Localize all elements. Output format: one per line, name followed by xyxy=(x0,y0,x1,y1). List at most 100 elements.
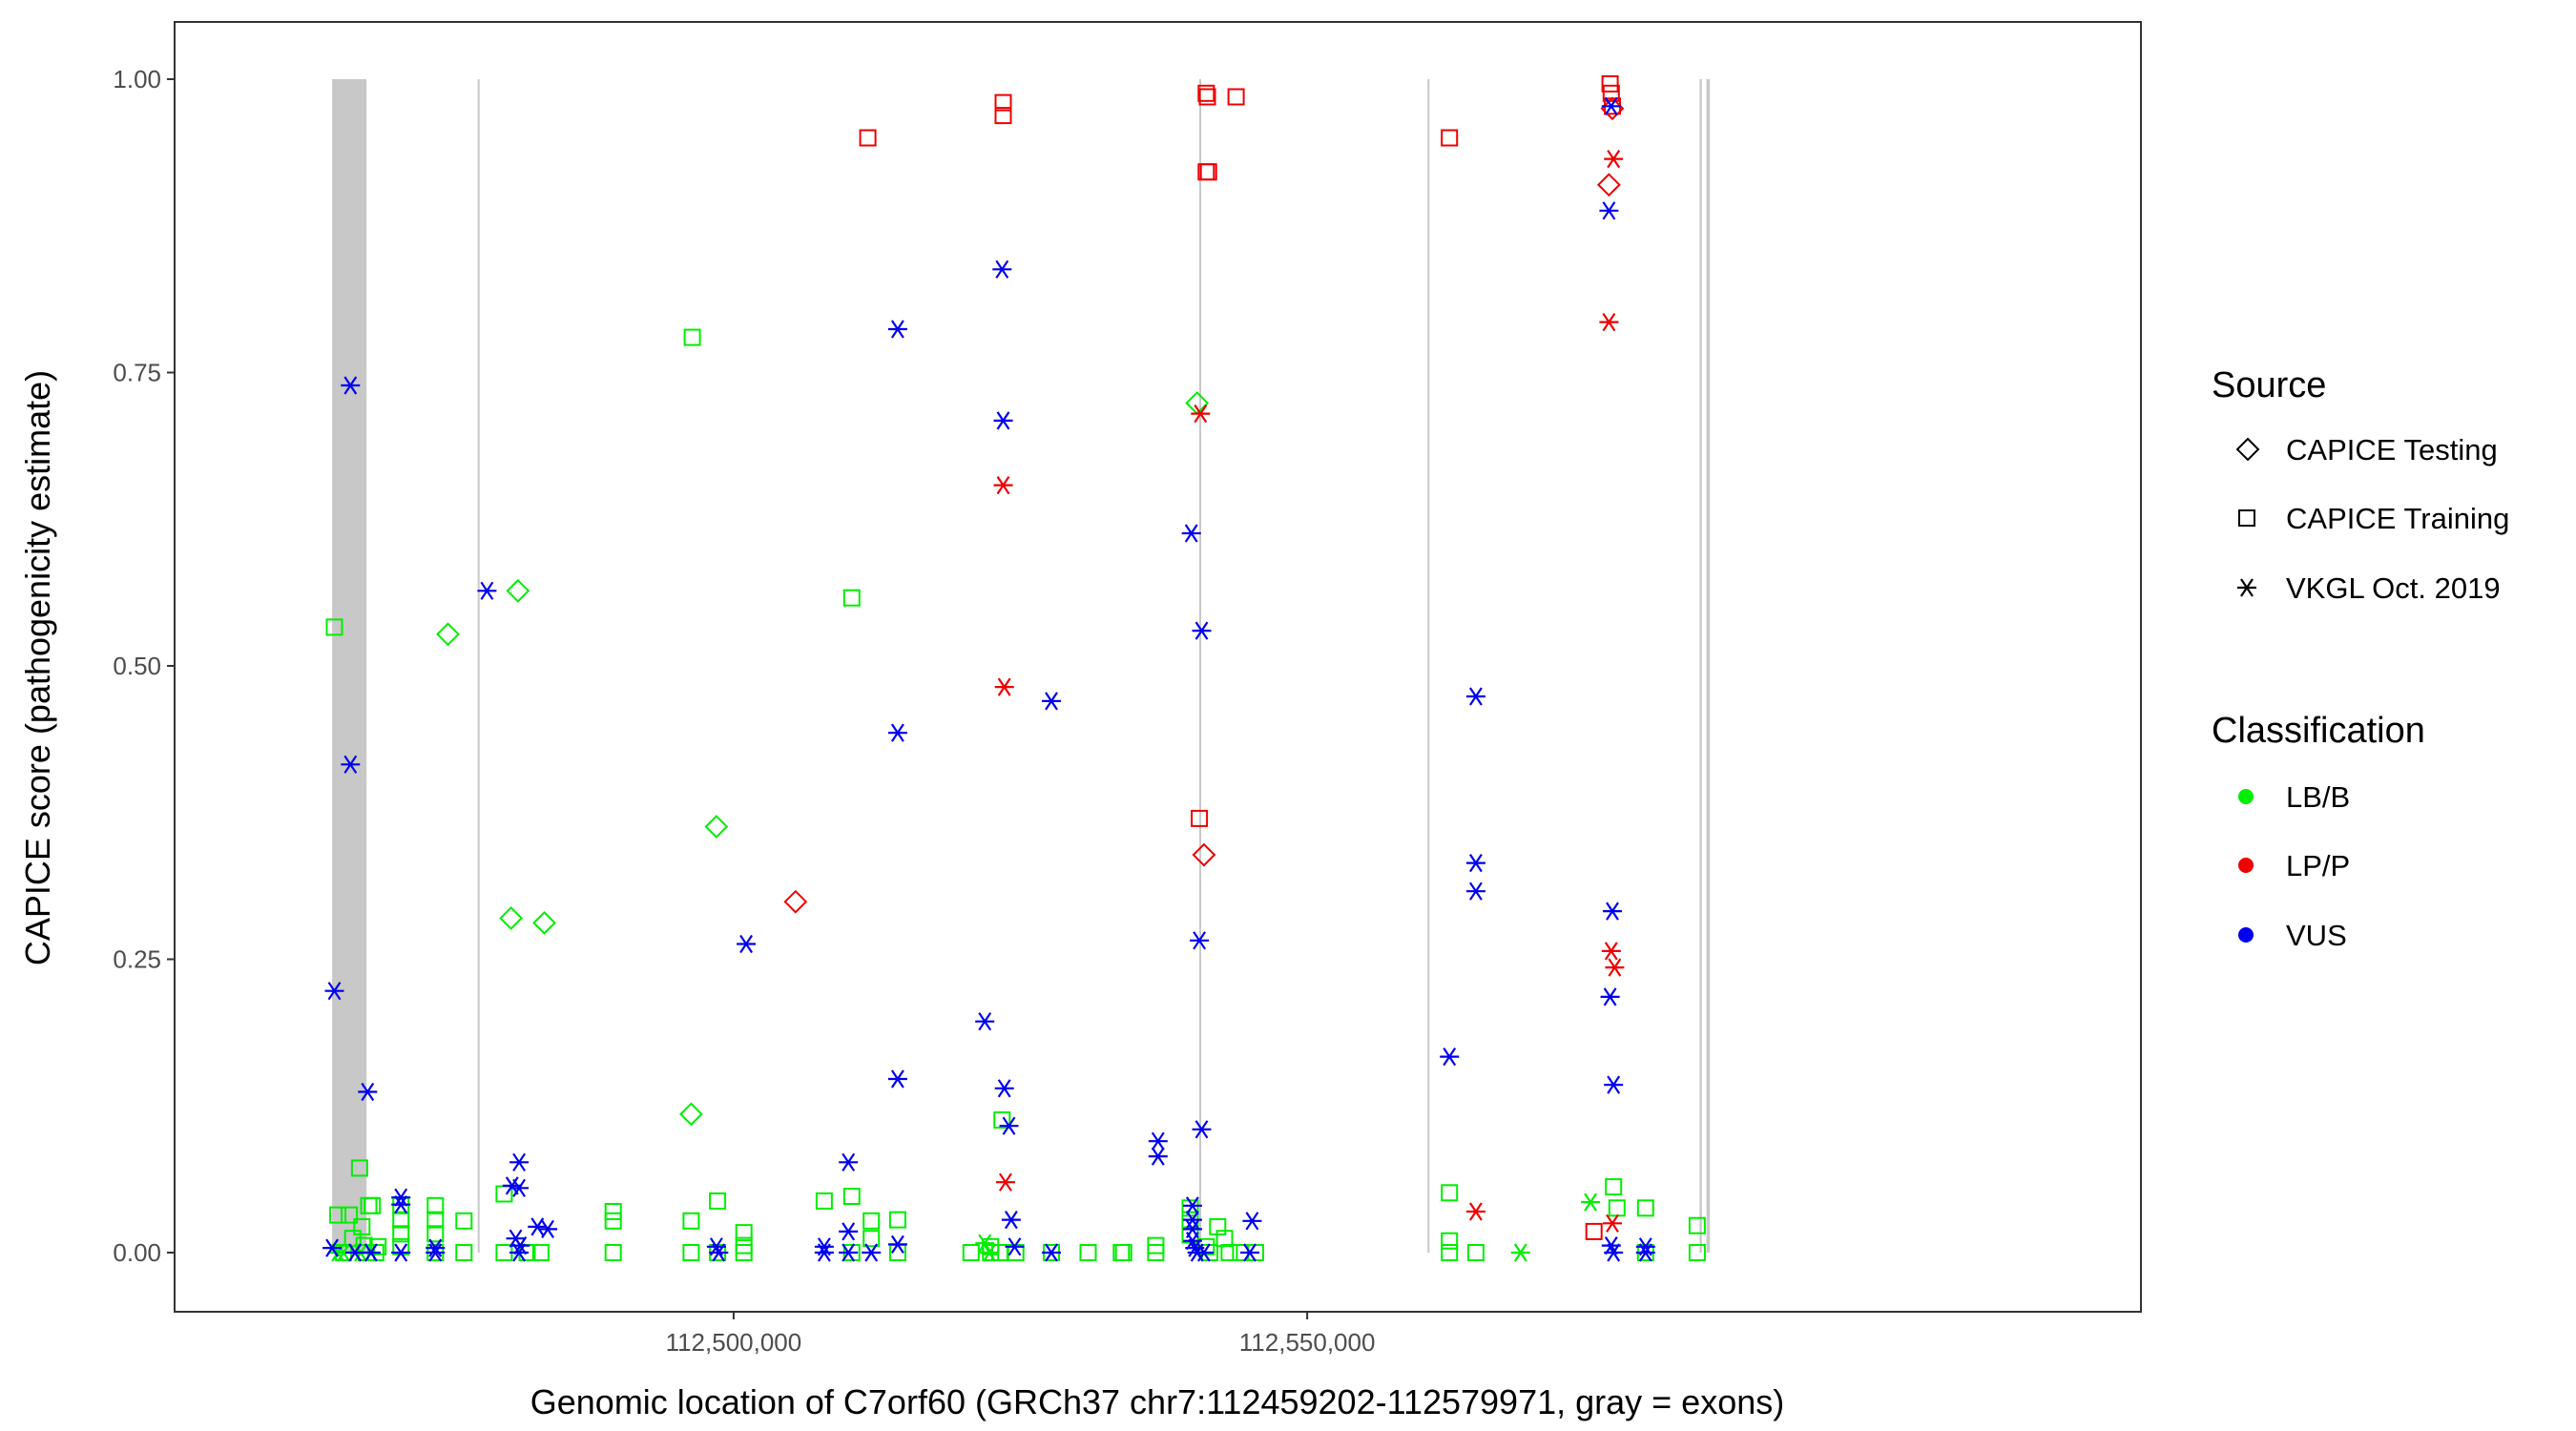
data-point-asterisk xyxy=(814,1243,834,1262)
legend-asterisk-icon xyxy=(2237,578,2256,597)
data-point-square xyxy=(329,1206,347,1224)
legend-source-title: Source xyxy=(2212,365,2326,405)
data-point-asterisk xyxy=(993,475,1013,495)
data-point-square xyxy=(815,1192,833,1210)
data-point-asterisk xyxy=(391,1194,411,1214)
data-point-square xyxy=(531,1244,550,1261)
data-point-square xyxy=(1147,1236,1165,1255)
legend-square-icon xyxy=(2238,509,2255,527)
data-point-asterisk xyxy=(1148,1147,1168,1166)
data-point-asterisk xyxy=(1465,881,1485,901)
exon-band xyxy=(477,79,480,1253)
data-point-square xyxy=(1079,1244,1097,1261)
data-point-asterisk xyxy=(1182,1210,1202,1230)
data-point-asterisk xyxy=(538,1219,558,1239)
data-point-asterisk xyxy=(994,677,1014,696)
data-point-asterisk xyxy=(999,1116,1019,1135)
data-point-asterisk xyxy=(862,1243,882,1262)
legend-source-label-testing: CAPICE Testing xyxy=(2286,433,2498,467)
data-point-asterisk xyxy=(980,1243,1000,1262)
data-point-square xyxy=(369,1237,387,1255)
data-point-square xyxy=(962,1244,980,1261)
data-point-asterisk xyxy=(1600,987,1620,1006)
data-point-square xyxy=(682,1212,700,1230)
data-point-square xyxy=(426,1196,445,1214)
data-point-asterisk xyxy=(1182,1196,1202,1215)
exon-band xyxy=(1199,79,1201,1253)
data-point-square xyxy=(392,1211,410,1229)
data-point-diamond xyxy=(499,906,524,930)
data-point-square xyxy=(1114,1244,1132,1261)
data-point-asterisk xyxy=(1465,687,1485,706)
data-point-asterisk xyxy=(1510,1243,1530,1262)
data-point-asterisk xyxy=(528,1217,548,1236)
data-point-asterisk xyxy=(887,1234,907,1255)
data-point-square xyxy=(683,328,701,346)
data-point-asterisk xyxy=(1599,312,1619,332)
data-point-asterisk xyxy=(1604,149,1624,169)
y-axis-title: CAPICE score (pathogenicity estimate) xyxy=(18,370,57,965)
y-axis: 0.00 0.25 0.50 0.75 1.00 xyxy=(113,65,175,1267)
data-point-asterisk xyxy=(995,1172,1015,1192)
exon-band xyxy=(332,79,367,1253)
data-point-asterisk xyxy=(1440,1047,1460,1067)
data-point-diamond xyxy=(506,578,530,603)
exon-band xyxy=(1706,79,1711,1253)
data-point-square xyxy=(994,93,1012,112)
data-point-square xyxy=(426,1225,445,1243)
data-point-square xyxy=(455,1244,473,1261)
data-point-square xyxy=(1602,84,1620,102)
data-point-asterisk xyxy=(1465,853,1485,873)
data-point-asterisk xyxy=(361,1243,381,1262)
data-point-square xyxy=(842,589,861,607)
legend-source-label-vkgl: VKGL Oct. 2019 xyxy=(2286,571,2501,605)
data-point-square xyxy=(426,1211,445,1229)
x-tick-label: 112,550,000 xyxy=(1239,1328,1376,1357)
data-point-square xyxy=(1585,1222,1603,1240)
data-point-asterisk xyxy=(324,982,344,1001)
data-point-square xyxy=(1441,129,1459,147)
data-point-square xyxy=(994,107,1012,125)
data-point-square xyxy=(1220,1244,1238,1261)
data-point-asterisk xyxy=(1148,1131,1168,1151)
data-point-asterisk xyxy=(509,1178,530,1197)
data-point-square xyxy=(862,1230,881,1248)
data-point-square xyxy=(993,1111,1011,1129)
data-point-asterisk xyxy=(426,1243,446,1262)
data-point-square xyxy=(1601,74,1619,93)
data-point-asterisk xyxy=(839,1152,859,1172)
exon-band xyxy=(1427,79,1430,1253)
y-tick-label: 0.50 xyxy=(113,652,161,680)
data-point-asterisk xyxy=(1240,1243,1259,1262)
data-point-asterisk xyxy=(975,1012,995,1031)
data-point-square xyxy=(1466,1244,1485,1261)
data-point-square xyxy=(392,1225,410,1243)
data-point-square xyxy=(1688,1244,1706,1261)
legend-class-title: Classification xyxy=(2212,711,2425,751)
data-point-asterisk xyxy=(391,1188,411,1207)
data-point-square xyxy=(1198,88,1216,106)
data-point-square xyxy=(1191,809,1209,827)
data-point-square xyxy=(1227,88,1245,106)
data-point-asterisk xyxy=(1001,1210,1021,1230)
data-point-square xyxy=(1199,163,1217,181)
data-point-asterisk xyxy=(994,1079,1014,1098)
data-point-square xyxy=(735,1224,753,1242)
data-point-square xyxy=(341,1206,359,1224)
legend: Source CAPICE Testing CAPICE Training VK… xyxy=(2212,365,2509,952)
data-point-asterisk xyxy=(1603,1213,1622,1233)
data-point-asterisk xyxy=(322,1238,343,1257)
data-point-asterisk xyxy=(1599,201,1619,220)
data-point-asterisk xyxy=(992,259,1012,279)
data-point-square xyxy=(1636,1199,1654,1217)
data-point-square xyxy=(735,1244,753,1261)
y-tick-label: 0.00 xyxy=(113,1238,161,1267)
exon-bands xyxy=(332,79,1711,1253)
data-point-square xyxy=(353,1217,371,1235)
data-point-asterisk xyxy=(391,1243,411,1262)
data-point-diamond xyxy=(704,815,729,839)
data-point-diamond xyxy=(1192,842,1216,867)
data-point-square xyxy=(1441,1232,1459,1250)
data-point-asterisk xyxy=(1194,1243,1214,1262)
plot-background xyxy=(175,22,2141,1312)
